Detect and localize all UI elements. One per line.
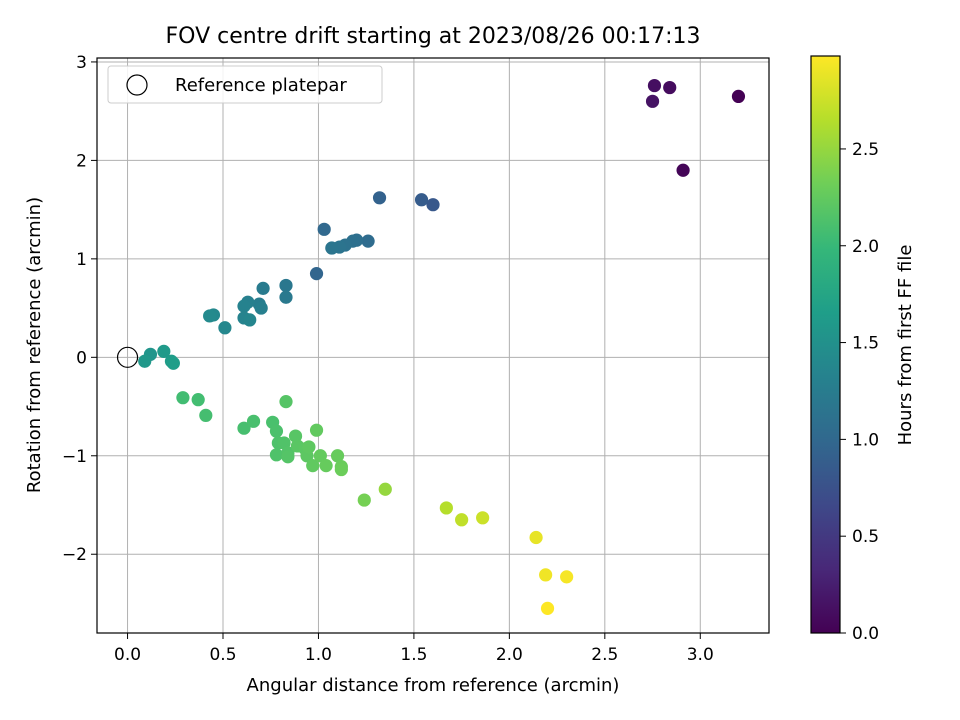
x-tick-label: 0.5	[209, 645, 236, 665]
y-tick-label: 1	[76, 250, 87, 270]
data-point	[279, 290, 293, 304]
data-point	[269, 424, 284, 438]
data-point	[237, 421, 251, 435]
data-point	[663, 80, 677, 95]
colorbar-tick-label: 1.5	[852, 334, 879, 354]
data-point	[199, 408, 213, 423]
x-axis-label: Angular distance from reference (arcmin)	[247, 675, 620, 696]
data-point	[539, 568, 553, 582]
data-point	[361, 234, 375, 248]
x-tick-label: 2.0	[496, 645, 523, 665]
data-point	[288, 429, 303, 443]
legend-box	[107, 65, 383, 104]
data-point	[309, 423, 324, 437]
data-point	[243, 313, 257, 327]
data-point	[313, 449, 327, 463]
data-point	[309, 267, 324, 281]
x-tick-label: 1.0	[305, 645, 332, 665]
x-tick-label: 2.5	[591, 645, 618, 665]
data-point	[645, 94, 660, 108]
data-point	[414, 193, 429, 207]
data-point	[246, 414, 261, 428]
reference-platepar-point	[116, 346, 139, 368]
data-point	[176, 391, 190, 405]
legend-label: Reference platepar	[175, 75, 347, 96]
legend: Reference platepar	[107, 65, 383, 104]
data-point	[647, 78, 662, 93]
data-point	[218, 321, 232, 335]
grid-lines	[97, 58, 769, 633]
x-tick-label: 0.0	[114, 645, 141, 665]
data-point	[676, 163, 690, 177]
colorbar-tick-label: 0.5	[852, 527, 879, 547]
data-point	[439, 501, 453, 515]
data-point	[560, 570, 574, 584]
data-point	[325, 241, 339, 255]
chart-title: FOV centre drift starting at 2023/08/26 …	[166, 24, 701, 49]
data-point	[476, 511, 490, 525]
y-axis-ticks: 3 2 1 0 −1 −2	[62, 53, 97, 565]
data-point	[529, 530, 543, 545]
data-point	[426, 198, 440, 212]
data-point	[138, 354, 152, 368]
data-point	[317, 222, 331, 236]
y-tick-label: −2	[62, 545, 87, 565]
data-point	[455, 513, 469, 527]
data-point	[203, 309, 217, 323]
y-axis-label: Rotation from reference (arcmin)	[24, 197, 45, 493]
data-point	[378, 482, 392, 496]
data-point	[330, 449, 345, 463]
data-point	[166, 356, 180, 370]
y-tick-label: 0	[76, 348, 87, 368]
data-point	[334, 462, 348, 477]
data-point	[256, 281, 270, 295]
data-point	[279, 278, 293, 293]
y-tick-label: 2	[76, 151, 87, 171]
data-point	[540, 601, 555, 615]
x-tick-label: 1.5	[400, 645, 427, 665]
y-tick-label: 3	[76, 53, 87, 73]
colorbar-tick-label: 2.5	[852, 140, 879, 160]
plot-frame	[96, 57, 770, 634]
data-point	[191, 393, 205, 407]
colorbar-tick-label: 2.0	[852, 237, 879, 257]
colorbar-ticks: 0.0 0.5 1.0 1.5 2.0 2.5	[840, 140, 879, 644]
colorbar	[810, 55, 841, 634]
data-point	[306, 459, 320, 473]
data-point	[372, 191, 387, 205]
data-points	[138, 78, 746, 615]
data-point	[357, 493, 371, 507]
x-axis-ticks: 0.0 0.5 1.0 1.5 2.0 2.5 3.0	[114, 633, 714, 665]
data-point	[731, 89, 746, 103]
data-point	[281, 450, 295, 464]
data-point	[237, 299, 251, 313]
data-point	[157, 344, 171, 359]
x-tick-label: 3.0	[687, 645, 714, 665]
legend-marker	[126, 74, 148, 96]
data-point	[279, 395, 293, 409]
colorbar-tick-label: 1.0	[852, 430, 879, 450]
reference-marker	[116, 346, 139, 368]
data-point	[254, 301, 268, 315]
data-point	[302, 440, 316, 454]
y-tick-label: −1	[62, 447, 87, 467]
data-point	[319, 459, 333, 473]
colorbar-tick-label: 0.0	[852, 624, 879, 644]
colorbar-label: Hours from first FF file	[895, 245, 916, 446]
data-point	[269, 448, 284, 462]
